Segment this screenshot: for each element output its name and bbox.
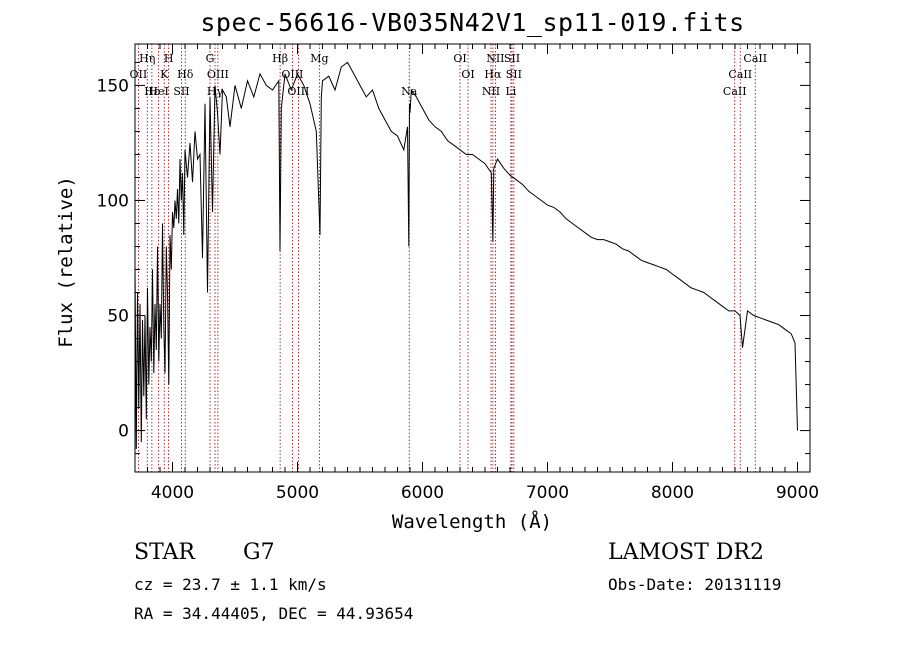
line-marker-label: OII (130, 68, 148, 81)
line-marker-label: OI (453, 52, 466, 65)
x-tick-label: 9000 (776, 483, 819, 503)
line-marker-label: NII (486, 52, 504, 65)
line-marker-label: HeI (148, 85, 168, 98)
line-marker-labels: OIIHηHεHeIKHSIIHδGHγOIIIHβOIIIOIIIMgNaOI… (130, 52, 768, 98)
plot-frame (134, 43, 811, 473)
redshift-cz: cz = 23.7 ± 1.1 km/s (134, 575, 327, 594)
line-marker-label: CaII (743, 52, 767, 65)
x-tick-label: 5000 (276, 483, 319, 503)
x-tick-label: 4000 (151, 483, 194, 503)
survey-name: LAMOST DR2 (608, 540, 764, 565)
line-marker-label: Hε (144, 85, 160, 98)
object-subclass: G7 (243, 540, 275, 565)
line-marker-label: Li (505, 85, 516, 98)
x-axis-label: Wavelength (Å) (392, 510, 552, 533)
y-tick-label: 0 (118, 422, 129, 442)
spectrum-line (134, 61, 798, 450)
line-marker-label: Hα (484, 68, 502, 81)
line-marker-label: OI (461, 68, 474, 81)
line-marker-label: SII (504, 52, 520, 65)
line-marker-label: Hδ (177, 68, 194, 81)
y-tick-label: 150 (97, 76, 129, 96)
x-tick-label: 7000 (526, 483, 569, 503)
line-marker-label: NII (482, 85, 500, 98)
line-marker-label: SII (173, 85, 189, 98)
object-class: STAR (134, 540, 195, 565)
line-marker-label: SII (506, 68, 522, 81)
line-marker-label: Hη (139, 52, 155, 65)
line-marker-label: OIII (287, 85, 309, 98)
x-tick-label: 6000 (401, 483, 444, 503)
axes: 4000 5000 6000 7000 8000 9000 0 50 100 150 (97, 44, 819, 503)
observation-date: Obs-Date: 20131119 (608, 575, 782, 594)
y-tick-label: 50 (107, 307, 129, 327)
line-marker-label: Na (401, 85, 418, 98)
line-marker-label: H (164, 52, 174, 65)
line-markers (137, 44, 756, 472)
line-marker-label: K (160, 68, 169, 81)
line-marker-label: G (206, 52, 215, 65)
line-marker-label: OIII (207, 68, 229, 81)
line-marker-label: Mg (310, 52, 328, 65)
x-tick-label: 8000 (651, 483, 694, 503)
chart-title: spec-56616-VB035N42V1_sp11-019.fits (200, 8, 745, 37)
line-marker-label: Hβ (272, 52, 288, 65)
y-axis-label: Flux (relative) (55, 176, 77, 348)
line-marker-label: CaII (728, 68, 752, 81)
coordinates: RA = 34.44405, DEC = 44.93654 (134, 604, 414, 623)
y-tick-label: 100 (97, 191, 129, 211)
line-marker-label: CaII (723, 85, 747, 98)
